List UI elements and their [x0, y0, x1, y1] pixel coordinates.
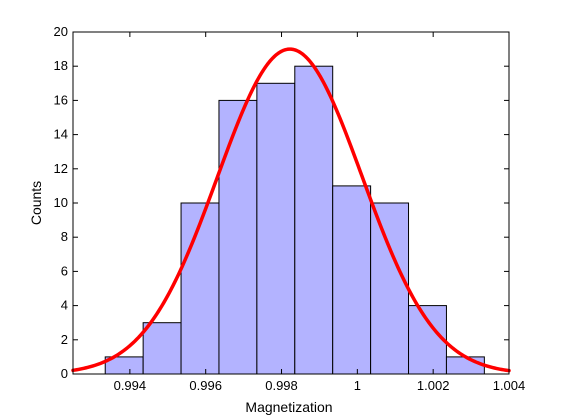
histogram-bar-8: [370, 202, 410, 375]
x-axis-label: Magnetization: [245, 399, 332, 415]
y-tick-label: 0: [61, 366, 68, 381]
y-axis-label: Counts: [28, 181, 44, 225]
histogram-bar-9: [408, 305, 447, 375]
y-tick-label: 10: [54, 195, 68, 210]
histogram-bar-6: [294, 65, 334, 375]
x-tick-label: 0.994: [114, 378, 147, 393]
histogram-bar-4: [218, 99, 258, 375]
y-tick-label: 8: [61, 229, 68, 244]
y-tick-label: 2: [61, 332, 68, 347]
x-tick-label: 0.998: [265, 378, 298, 393]
y-tick-label: 20: [54, 24, 68, 39]
histogram-bar-10: [445, 356, 485, 375]
y-axis-ticks: 0 2 4 6 8 10 12 14 16 18 20: [54, 24, 509, 381]
histogram-bar-3: [180, 202, 220, 375]
y-tick-label: 6: [61, 263, 68, 278]
x-tick-label: 1: [354, 378, 361, 393]
histogram-bar-5: [256, 82, 296, 375]
y-tick-label: 14: [54, 127, 68, 142]
gaussian-fit-curve: [71, 47, 511, 373]
histogram-bar-2: [142, 322, 182, 375]
histogram-bars: [104, 65, 485, 375]
x-axis-ticks: 0.994 0.996 0.998 1 1.002 1.004: [114, 32, 526, 393]
y-tick-label: 4: [61, 298, 68, 313]
x-tick-label: 1.004: [493, 378, 526, 393]
x-tick-label: 0.996: [189, 378, 222, 393]
x-tick-label: 1.002: [417, 378, 450, 393]
histogram-bar-7: [332, 185, 372, 375]
y-tick-label: 12: [54, 161, 68, 176]
y-tick-label: 18: [54, 58, 68, 73]
y-tick-label: 16: [54, 92, 68, 107]
